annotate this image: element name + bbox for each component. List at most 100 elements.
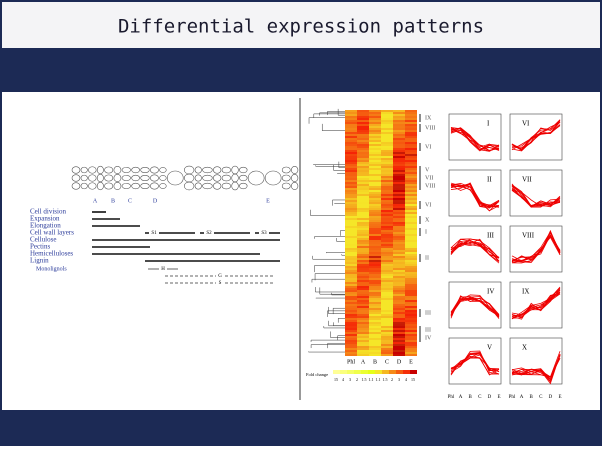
heat-cell (405, 344, 417, 346)
heat-cell (381, 354, 393, 356)
heat-cell (357, 182, 369, 184)
heat-cell (369, 254, 381, 256)
heat-cell (345, 202, 357, 204)
heat-cell (357, 270, 369, 272)
zone-label: B (111, 198, 115, 204)
heat-cell (405, 186, 417, 188)
heat-cell (381, 200, 393, 202)
heat-cell (393, 332, 405, 334)
heat-cell (357, 136, 369, 138)
heat-cell (369, 162, 381, 164)
heat-cell (393, 134, 405, 136)
heat-cell (405, 328, 417, 330)
heat-cell (381, 256, 393, 258)
cell (72, 183, 80, 190)
heat-cell (381, 238, 393, 240)
panel-label: IV (487, 288, 494, 296)
heat-cell (369, 310, 381, 312)
heat-cell (357, 292, 369, 294)
heat-cell (381, 126, 393, 128)
heat-cell (381, 182, 393, 184)
heat-cell (345, 142, 357, 144)
heat-cell (381, 148, 393, 150)
heat-cell (345, 144, 357, 146)
heat-cell (345, 246, 357, 248)
heat-cell (345, 132, 357, 134)
heat-cell (357, 338, 369, 340)
heat-cell (405, 198, 417, 200)
scale-label: 1.1 (369, 377, 374, 382)
heat-cell (345, 346, 357, 348)
heat-cell (381, 216, 393, 218)
heat-cell (405, 136, 417, 138)
scale-swatch (340, 370, 347, 374)
heat-cell (405, 252, 417, 254)
heat-cell (369, 304, 381, 306)
heat-cell (357, 340, 369, 342)
heat-cell (357, 170, 369, 172)
heat-cell (393, 268, 405, 270)
heat-cell (381, 326, 393, 328)
heat-cell (369, 262, 381, 264)
heat-cell (369, 116, 381, 118)
heat-cell (405, 320, 417, 322)
heat-cell (381, 120, 393, 122)
heat-cell (393, 110, 405, 112)
scale-label: 2 (391, 377, 393, 382)
heat-cell (357, 198, 369, 200)
heat-cell (345, 300, 357, 302)
heat-cell (393, 216, 405, 218)
plot-frame (449, 338, 501, 384)
heat-cell (381, 234, 393, 236)
heat-cell (405, 130, 417, 132)
heat-cell (369, 328, 381, 330)
cell (239, 183, 247, 189)
heat-cell (393, 350, 405, 352)
heat-cell (345, 194, 357, 196)
heat-cell (345, 292, 357, 294)
heat-cell (369, 324, 381, 326)
column-label: Phl (347, 359, 355, 365)
heat-cell (405, 218, 417, 220)
heat-cell (357, 120, 369, 122)
heat-cell (405, 208, 417, 210)
heat-cell (357, 138, 369, 140)
cell (150, 175, 158, 181)
heat-cell (393, 122, 405, 124)
heat-cell (381, 162, 393, 164)
heat-cell (357, 282, 369, 284)
heat-cell (369, 268, 381, 270)
cluster-label: X (425, 217, 430, 223)
heat-cell (405, 250, 417, 252)
cluster-label: VII (425, 175, 433, 181)
heat-cell (345, 228, 357, 230)
heat-cell (369, 120, 381, 122)
heat-cell (369, 190, 381, 192)
heat-cell (369, 176, 381, 178)
heat-cell (357, 240, 369, 242)
heat-cell (369, 200, 381, 202)
heat-cell (369, 212, 381, 214)
heat-cell (405, 178, 417, 180)
heat-cell (381, 130, 393, 132)
x-label: D (488, 395, 492, 400)
heat-cell (345, 310, 357, 312)
heat-cell (369, 158, 381, 160)
cluster-label: III (425, 327, 431, 333)
heat-cell (345, 244, 357, 246)
heat-cell (393, 226, 405, 228)
cell (150, 183, 158, 189)
heat-cell (381, 160, 393, 162)
heat-cell (393, 254, 405, 256)
heat-cell (405, 244, 417, 246)
heat-cell (405, 154, 417, 156)
scale-label: 4 (342, 377, 344, 382)
heat-cell (393, 210, 405, 212)
heat-cell (405, 314, 417, 316)
top-band (0, 48, 602, 92)
scale-label: 3 (349, 377, 351, 382)
heat-cell (393, 152, 405, 154)
cell (184, 174, 194, 182)
heat-cell (345, 268, 357, 270)
heat-cell (345, 286, 357, 288)
